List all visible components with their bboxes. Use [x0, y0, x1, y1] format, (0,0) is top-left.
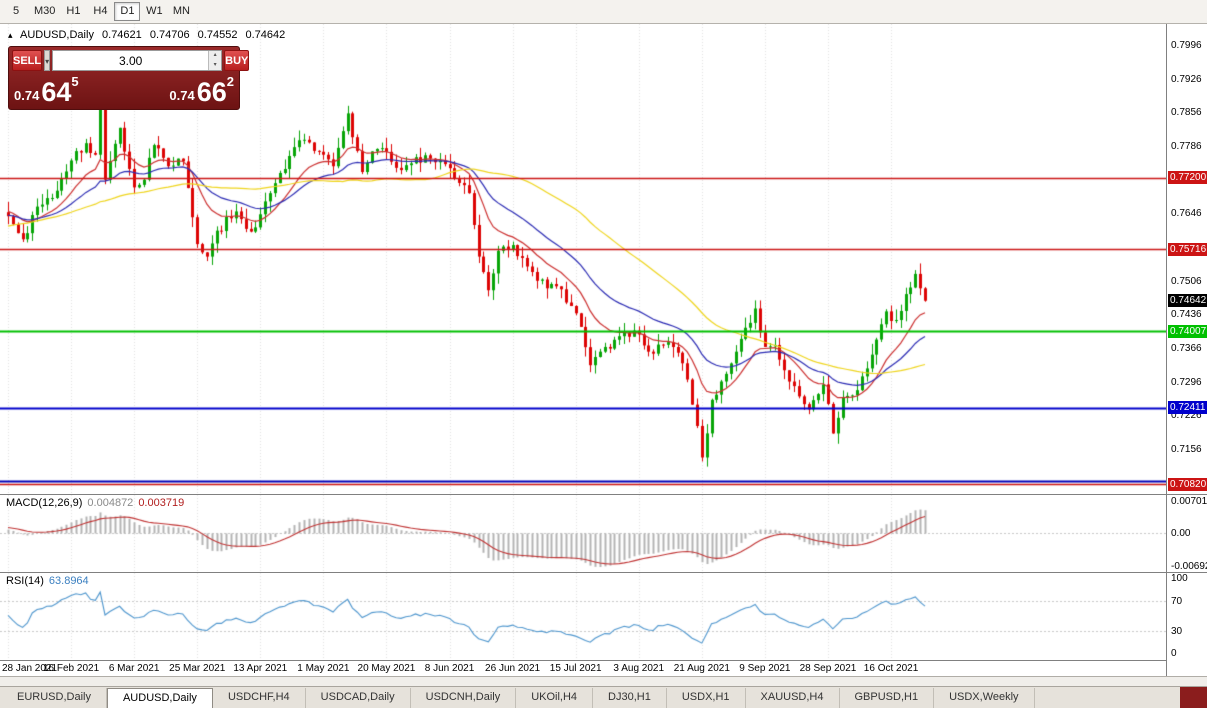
volume-decrease-button[interactable]: ▾	[209, 60, 222, 70]
price-tick: 0.7366	[1171, 342, 1202, 354]
price-tick: 0.7156	[1171, 443, 1202, 455]
macd-axis-label: 0.00	[1171, 528, 1191, 540]
hline-price-badge: 0.72411	[1168, 401, 1207, 415]
chart-tab-dj30-h1[interactable]: DJ30,H1	[593, 688, 667, 708]
price-tick: 0.7856	[1171, 107, 1202, 119]
timeframe-button-w1[interactable]: W1	[146, 5, 163, 17]
one-click-trading-toggle-icon[interactable]: ▴	[8, 30, 13, 40]
timeframe-button-h4[interactable]: H4	[93, 5, 108, 17]
price-tick: 0.7436	[1171, 309, 1202, 321]
macd-pane-separator[interactable]	[0, 494, 1207, 495]
chart-tab-usdx-h1[interactable]: USDX,H1	[666, 688, 746, 708]
rsi-axis-label: 30	[1171, 625, 1183, 637]
current-price-badge: 0.74642	[1168, 294, 1207, 308]
date-label: 16 Oct 2021	[863, 663, 919, 674]
timeframe-toolbar: 5 M30 H1 H4 D1 W1 MN	[0, 0, 1207, 24]
price-chart-canvas[interactable]	[0, 0, 1166, 660]
rsi-pane-separator[interactable]	[0, 572, 1207, 573]
rsi-axis-label: 100	[1171, 573, 1188, 584]
price-tick: 0.7226	[1171, 410, 1202, 422]
date-label: 16 Feb 2021	[42, 663, 100, 674]
chart-low-value: 0.74552	[197, 29, 238, 41]
chart-tab-xauusd-h4[interactable]: XAUUSD,H4	[745, 688, 840, 708]
buy-price-display[interactable]: 0.74 66 2	[167, 73, 236, 107]
rsi-value: 63.8964	[48, 575, 89, 587]
macd-axis-label: 0.007015	[1171, 495, 1207, 507]
timeframe-button-h1[interactable]: H1	[66, 5, 81, 17]
volume-dropdown-button[interactable]: ▾	[44, 50, 51, 71]
volume-spinner: ▴ ▾	[208, 51, 222, 70]
timeframe-button-5[interactable]: 5	[12, 5, 20, 17]
date-label: 28 Jan 2021	[2, 663, 58, 674]
price-tick: 0.7296	[1171, 376, 1202, 388]
volume-increase-button[interactable]: ▴	[209, 51, 222, 61]
date-label: 28 Sep 2021	[799, 663, 857, 674]
hline-price-badge: 0.77200	[1168, 171, 1207, 185]
macd-main-value: 0.004872	[87, 497, 134, 509]
hline-price-badge: 0.75716	[1168, 242, 1207, 256]
date-label: 26 Jun 2021	[485, 663, 541, 674]
date-label: 8 Jun 2021	[424, 663, 475, 674]
date-label: 20 May 2021	[357, 663, 416, 674]
macd-indicator-label: MACD(12,26,9) 0.004872 0.003719	[6, 497, 184, 509]
buy-button[interactable]: BUY	[224, 50, 250, 71]
volume-input[interactable]	[53, 51, 209, 70]
date-label: 9 Sep 2021	[739, 663, 791, 674]
chart-header: ▴ AUDUSD,Daily 0.74621 0.74706 0.74552 0…	[8, 29, 290, 41]
chart-symbol-period: AUDUSD,Daily	[19, 29, 94, 41]
date-label: 13 Apr 2021	[233, 663, 288, 674]
chart-open-value: 0.74621	[102, 29, 142, 41]
price-tick: 0.7926	[1171, 73, 1202, 85]
tab-bar-corner-button[interactable]	[1180, 687, 1207, 708]
chart-tab-bar: EURUSD,Daily AUDUSD,Daily USDCHF,H4 USDCAD,…	[0, 686, 1207, 708]
bottom-strip	[0, 676, 1207, 686]
macd-axis-label: -0.00692	[1171, 560, 1207, 572]
price-tick: 0.7646	[1171, 208, 1202, 220]
rsi-name: RSI(14)	[6, 575, 44, 587]
timeframe-button-m30[interactable]: M30	[34, 5, 56, 17]
chevron-down-icon: ▾	[45, 57, 50, 66]
time-axis[interactable]: 28 Jan 2021 16 Feb 2021 6 Mar 2021 25 Mar 2…	[0, 660, 1166, 676]
chart-high-value: 0.74706	[149, 29, 190, 41]
chart-close-value: 0.74642	[245, 29, 286, 41]
date-label: 1 May 2021	[297, 663, 350, 674]
chart-tab-eurusd-daily[interactable]: EURUSD,Daily	[2, 688, 107, 708]
rsi-axis-label: 0	[1171, 648, 1177, 659]
date-label: 21 Aug 2021	[673, 663, 730, 674]
rsi-indicator-label: RSI(14) 63.8964	[6, 575, 89, 587]
hline-price-badge: 0.70820	[1168, 477, 1207, 491]
chart-tab-usdcad-daily[interactable]: USDCAD,Daily	[305, 688, 411, 708]
volume-field: ▴ ▾	[52, 50, 223, 71]
sell-price-display[interactable]: 0.74 64 5	[12, 73, 81, 107]
buy-price-prefix: 0.74	[169, 88, 195, 103]
date-label: 3 Aug 2021	[613, 663, 665, 674]
chart-tab-usdchf-h4[interactable]: USDCHF,H4	[212, 688, 306, 708]
rsi-axis-label: 70	[1171, 595, 1183, 607]
chart-tab-ukoil-h4[interactable]: UKOil,H4	[516, 688, 594, 708]
buy-price-sup: 2	[226, 74, 234, 89]
price-tick: 0.7996	[1171, 40, 1202, 52]
chart-tab-audusd-daily[interactable]: AUDUSD,Daily	[106, 688, 213, 708]
sell-button[interactable]: SELL	[12, 50, 43, 71]
timeframe-button-mn[interactable]: MN	[172, 5, 190, 17]
chart-tab-gbpusd-h1[interactable]: GBPUSD,H1	[839, 688, 935, 708]
sell-price-big: 64	[41, 77, 72, 107]
chart-tab-usdcnh-daily[interactable]: USDCNH,Daily	[410, 688, 517, 708]
date-label: 25 Mar 2021	[169, 663, 226, 674]
macd-signal-value: 0.003719	[138, 497, 185, 509]
macd-name: MACD(12,26,9)	[6, 497, 83, 509]
timeframe-button-d1[interactable]: D1	[114, 2, 141, 21]
price-tick: 0.7786	[1171, 141, 1202, 153]
hline-price-badge: 0.74007	[1168, 324, 1207, 338]
sell-price-prefix: 0.74	[14, 88, 40, 103]
buy-price-big: 66	[196, 77, 227, 107]
chart-tab-usdx-weekly[interactable]: USDX,Weekly	[934, 688, 1035, 708]
price-tick: 0.7506	[1171, 275, 1202, 287]
date-label: 15 Jul 2021	[549, 663, 602, 674]
sell-price-sup: 5	[71, 74, 79, 89]
price-axis[interactable]: 0.7996 0.7926 0.7856 0.7786 0.7646 0.7506 0.74…	[1166, 24, 1207, 676]
date-label: 6 Mar 2021	[108, 663, 160, 674]
